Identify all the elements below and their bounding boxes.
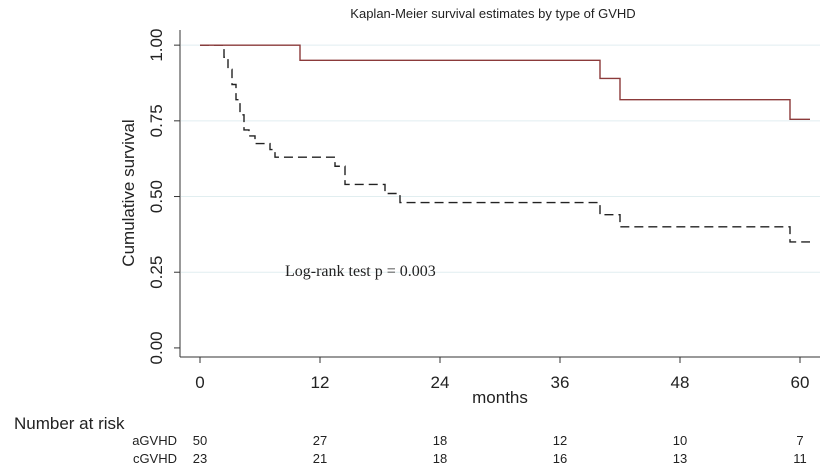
y-tick-label: 1.00 (147, 29, 166, 62)
risk-table: aGVHD 50 27 18 12 10 7 cGVHD 23 21 18 16 13 11 (132, 433, 807, 466)
x-tick-label: 36 (551, 373, 570, 392)
risk-cell: 16 (553, 451, 567, 466)
risk-cell: 12 (553, 433, 567, 448)
series-layer (200, 44, 810, 243)
x-tick-label: 60 (791, 373, 810, 392)
risk-row-label: cGVHD (133, 451, 177, 466)
chart-title: Kaplan-Meier survival estimates by type … (350, 6, 635, 21)
log-rank-annotation: Log-rank test p = 0.003 (285, 263, 436, 280)
x-tick-label: 48 (671, 373, 690, 392)
risk-cell: 11 (793, 451, 807, 466)
y-tick-label: 0.25 (147, 256, 166, 289)
x-ticks: 0 12 24 36 48 60 (195, 357, 809, 392)
y-axis-title: Cumulative survival (119, 119, 138, 266)
risk-row-label: aGVHD (132, 433, 177, 448)
risk-cell: 13 (673, 451, 687, 466)
x-tick-label: 12 (311, 373, 330, 392)
y-tick-label: 0.75 (147, 104, 166, 137)
risk-cell: 27 (313, 433, 327, 448)
risk-table-title: Number at risk (14, 414, 125, 433)
risk-cell: 18 (433, 433, 447, 448)
grid-layer (181, 44, 820, 273)
risk-cell: 10 (673, 433, 687, 448)
risk-cell: 21 (313, 451, 327, 466)
risk-cell: 7 (796, 433, 803, 448)
y-tick-label: 0.50 (147, 180, 166, 213)
x-tick-label: 0 (195, 373, 204, 392)
risk-cell: 23 (193, 451, 207, 466)
y-ticks: 0.00 0.25 0.50 0.75 1.00 (147, 29, 180, 364)
y-tick-label: 0.00 (147, 331, 166, 364)
risk-cell: 18 (433, 451, 447, 466)
series-agvhd-line (200, 44, 810, 243)
risk-cell: 50 (193, 433, 207, 448)
x-axis-title: months (472, 388, 528, 407)
x-tick-label: 24 (431, 373, 450, 392)
series-cgvhd-line (200, 44, 810, 121)
